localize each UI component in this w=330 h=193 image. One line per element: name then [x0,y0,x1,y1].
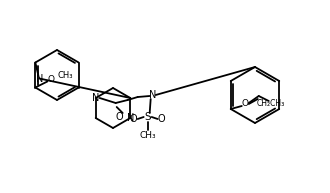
Text: O: O [116,112,123,122]
Text: N: N [127,113,134,123]
Text: O: O [48,75,55,84]
Text: O: O [130,114,138,124]
Text: N: N [92,93,99,103]
Text: O: O [158,114,165,124]
Text: N: N [149,90,156,100]
Text: CH₂CH₃: CH₂CH₃ [257,100,285,108]
Text: N: N [36,74,43,84]
Text: CH₃: CH₃ [139,130,156,140]
Text: S: S [144,112,151,122]
Text: CH₃: CH₃ [58,71,73,80]
Text: O: O [241,100,248,108]
